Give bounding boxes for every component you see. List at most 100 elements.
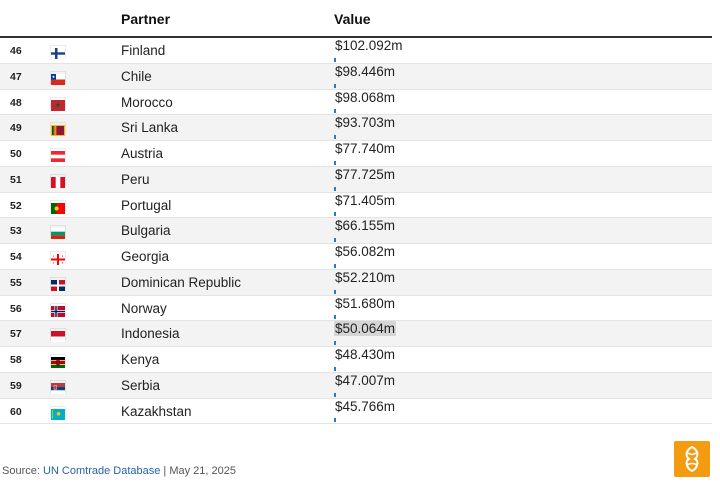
value-label: $66.155m <box>335 218 396 234</box>
partner-name: Finland <box>121 43 166 58</box>
partner-name: Sri Lanka <box>121 120 179 136</box>
peru-flag-icon <box>50 173 66 188</box>
partner-name: Indonesia <box>121 326 180 342</box>
partner-name: Portugal <box>121 197 172 213</box>
value-label: $47.007m <box>335 372 396 388</box>
table-row[interactable]: 53 Bulgaria $66.155m <box>0 218 712 244</box>
source-link[interactable]: UN Comtrade Database <box>42 465 161 477</box>
value-label: $45.766m <box>335 398 396 414</box>
rank-label: 51 <box>10 173 22 186</box>
rank-label: 55 <box>10 276 22 289</box>
rank-label: 53 <box>10 225 22 238</box>
chile-flag-icon <box>50 70 66 85</box>
partner-name: Norway <box>121 300 167 316</box>
table-row[interactable]: 54 Georgia $56.082m <box>0 244 712 270</box>
value-label: $52.210m <box>335 269 396 285</box>
bulgaria-flag-icon <box>50 225 66 240</box>
table-row[interactable]: 59 Serbia $47.007m <box>0 372 712 399</box>
value-bar <box>334 135 336 139</box>
rank-label: 54 <box>10 251 22 263</box>
serbia-flag-icon <box>50 379 66 394</box>
norway-flag-icon <box>50 302 66 317</box>
value-bar <box>334 366 336 371</box>
sri-lanka-flag-icon <box>50 122 66 137</box>
partner-value-table: Partner Value 46 Finland $102.092m 47 Chile $… <box>0 0 712 425</box>
table-row[interactable]: 49 Sri Lanka $93.703m <box>0 115 712 141</box>
value-label: $48.430m <box>335 347 396 362</box>
partner-name: Chile <box>121 68 152 84</box>
table-row[interactable]: 57 Indonesia $50.064m <box>0 321 712 347</box>
rank-label: 46 <box>10 45 22 57</box>
value-label: $56.082m <box>335 244 396 259</box>
partner-name: Kazakhstan <box>121 403 192 419</box>
table-row[interactable]: 51 Peru $77.725m <box>0 166 712 193</box>
table-row[interactable]: 46 Finland $102.092m <box>0 38 712 64</box>
rank-label: 56 <box>10 302 22 315</box>
table-body: 46 Finland $102.092m 47 Chile $98.446m 48 Moroc… <box>0 38 712 425</box>
partner-column-header[interactable]: Partner <box>121 11 171 27</box>
partner-name: Kenya <box>121 352 160 367</box>
value-bar <box>334 109 336 114</box>
partner-name: Dominican Republic <box>121 274 242 290</box>
rank-label: 48 <box>10 96 22 109</box>
table-row[interactable]: 60 Kazakhstan $45.766m <box>0 399 712 425</box>
partner-name: Austria <box>121 146 164 161</box>
partner-name: Serbia <box>121 377 161 393</box>
austria-flag-icon <box>50 148 66 162</box>
source-note: Source: UN Comtrade Database | May 21, 2… <box>2 465 236 477</box>
portugal-flag-icon <box>50 199 66 214</box>
table-row[interactable]: 56 Norway $51.680m <box>0 296 712 322</box>
value-bar <box>334 263 336 268</box>
value-bar <box>334 57 336 62</box>
morocco-flag-icon <box>50 96 66 111</box>
al-jazeera-logo-icon[interactable] <box>674 441 710 477</box>
value-bar <box>334 392 336 397</box>
partner-name: Georgia <box>121 249 170 264</box>
georgia-flag-icon <box>50 251 66 265</box>
rank-label: 47 <box>10 70 22 83</box>
value-label: $51.680m <box>335 295 396 311</box>
value-bar <box>334 341 336 345</box>
source-prefix: Source: <box>2 465 43 477</box>
table-header: Partner Value <box>0 0 712 38</box>
rank-label: 59 <box>10 379 22 392</box>
value-column-header[interactable]: Value <box>334 11 371 27</box>
value-bar <box>334 212 336 217</box>
table-row[interactable]: 58 Kenya $48.430m <box>0 347 712 373</box>
finland-flag-icon <box>50 45 66 59</box>
rank-label: 60 <box>10 405 22 418</box>
value-bar <box>334 418 336 423</box>
table-row[interactable]: 47 Chile $98.446m <box>0 63 712 90</box>
value-bar <box>334 83 336 88</box>
value-bar <box>334 238 336 242</box>
value-bar <box>334 160 336 165</box>
table-row[interactable]: 50 Austria $77.740m <box>0 141 712 167</box>
indonesia-flag-icon <box>50 328 66 343</box>
value-label: $71.405m <box>335 192 396 208</box>
kazakhstan-flag-icon <box>50 405 66 420</box>
value-label: $50.064m <box>334 321 397 337</box>
value-label: $93.703m <box>335 115 396 131</box>
source-date: | May 21, 2025 <box>160 465 236 477</box>
rank-label: 50 <box>10 148 22 160</box>
value-label: $98.446m <box>335 63 396 79</box>
table-row[interactable]: 48 Morocco $98.068m <box>0 90 712 116</box>
value-bar <box>334 315 336 320</box>
value-label: $98.068m <box>335 89 396 105</box>
value-bar <box>334 289 336 294</box>
dominican-republic-flag-icon <box>50 276 66 291</box>
rank-label: 58 <box>10 354 22 366</box>
value-label: $77.725m <box>335 166 396 182</box>
rank-label: 52 <box>10 199 22 212</box>
value-label: $77.740m <box>335 141 396 156</box>
table-row[interactable]: 55 Dominican Republic $52.210m <box>0 269 712 296</box>
partner-name: Peru <box>121 171 150 187</box>
partner-name: Bulgaria <box>121 223 171 239</box>
table-row[interactable]: 52 Portugal $71.405m <box>0 193 712 219</box>
rank-label: 49 <box>10 122 22 135</box>
rank-label: 57 <box>10 328 22 341</box>
kenya-flag-icon <box>50 354 66 368</box>
value-bar <box>334 186 336 191</box>
value-label: $102.092m <box>335 38 403 53</box>
partner-name: Morocco <box>121 94 173 110</box>
